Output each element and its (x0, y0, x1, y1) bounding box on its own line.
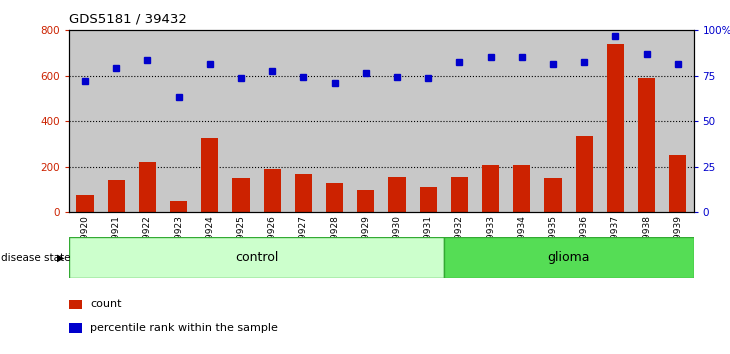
Bar (257, 30, 288, 212)
Bar (350, 30, 381, 212)
Bar (420, 187, 437, 212)
Bar (201, 138, 218, 212)
Bar (357, 190, 374, 212)
Bar (139, 162, 156, 212)
Bar (662, 30, 694, 212)
Bar (513, 165, 531, 212)
Bar (569, 30, 600, 212)
Text: ▶: ▶ (57, 252, 64, 263)
Text: count: count (90, 299, 121, 309)
Bar (69, 324, 82, 333)
Bar (545, 178, 561, 212)
Bar (163, 30, 194, 212)
Bar (288, 30, 319, 212)
Bar (226, 30, 257, 212)
Bar (482, 165, 499, 212)
Bar (101, 30, 132, 212)
Bar (77, 195, 93, 212)
Bar (451, 177, 468, 212)
Bar (131, 30, 163, 212)
Bar (264, 169, 281, 212)
Bar (638, 78, 656, 212)
Bar (194, 30, 226, 212)
Bar (607, 44, 624, 212)
Bar (669, 155, 686, 212)
Bar (507, 30, 537, 212)
Bar (170, 201, 187, 212)
Bar (444, 237, 694, 278)
Bar (69, 30, 101, 212)
Bar (326, 183, 343, 212)
Bar (475, 30, 507, 212)
Bar (319, 30, 350, 212)
Bar (412, 30, 444, 212)
Bar (69, 237, 444, 278)
Bar (537, 30, 569, 212)
Bar (381, 30, 412, 212)
Bar (576, 136, 593, 212)
Text: GDS5181 / 39432: GDS5181 / 39432 (69, 12, 187, 25)
Text: percentile rank within the sample: percentile rank within the sample (90, 323, 278, 333)
Text: disease state: disease state (1, 252, 70, 263)
Bar (444, 30, 475, 212)
Bar (631, 30, 662, 212)
Bar (232, 178, 250, 212)
Bar (388, 177, 406, 212)
Text: control: control (235, 251, 278, 264)
Bar (69, 299, 82, 309)
Bar (107, 181, 125, 212)
Bar (295, 174, 312, 212)
Text: glioma: glioma (548, 251, 590, 264)
Bar (600, 30, 631, 212)
